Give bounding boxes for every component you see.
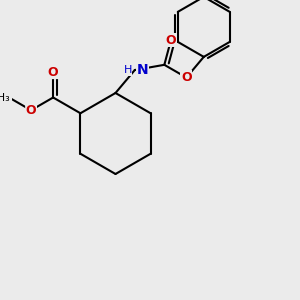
- Text: O: O: [181, 71, 192, 84]
- Text: O: O: [26, 104, 36, 117]
- Text: O: O: [166, 34, 176, 47]
- Text: O: O: [48, 65, 58, 79]
- Text: H: H: [123, 65, 132, 75]
- Text: CH₃: CH₃: [0, 93, 10, 103]
- Text: N: N: [136, 63, 148, 77]
